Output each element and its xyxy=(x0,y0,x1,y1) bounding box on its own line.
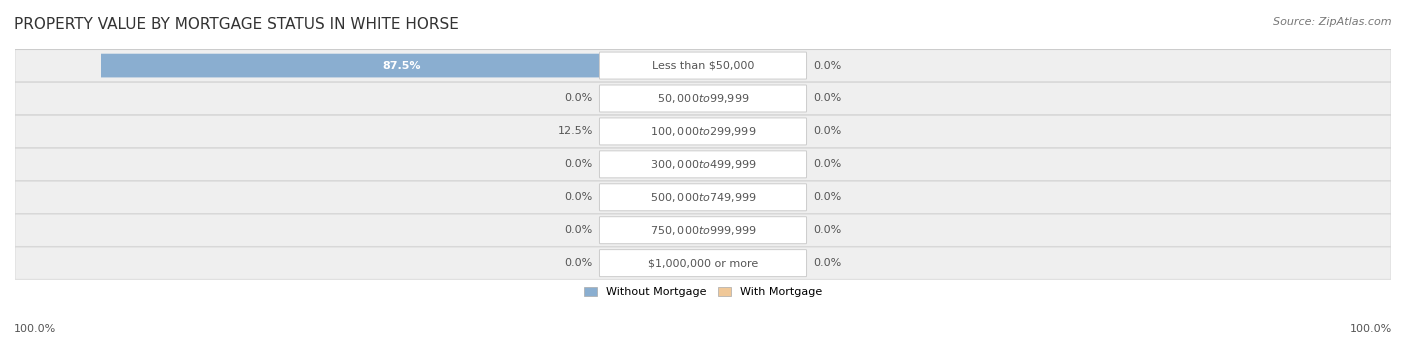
FancyBboxPatch shape xyxy=(101,54,703,77)
Text: 0.0%: 0.0% xyxy=(813,159,841,169)
FancyBboxPatch shape xyxy=(599,151,807,178)
Text: 0.0%: 0.0% xyxy=(813,61,841,71)
FancyBboxPatch shape xyxy=(15,83,1391,115)
Text: 0.0%: 0.0% xyxy=(813,258,841,268)
FancyBboxPatch shape xyxy=(15,49,1391,82)
Text: $500,000 to $749,999: $500,000 to $749,999 xyxy=(650,191,756,204)
Text: 0.0%: 0.0% xyxy=(565,159,593,169)
FancyBboxPatch shape xyxy=(15,214,1391,246)
FancyBboxPatch shape xyxy=(599,184,807,211)
FancyBboxPatch shape xyxy=(15,115,1391,148)
FancyBboxPatch shape xyxy=(15,148,1391,180)
Text: Less than $50,000: Less than $50,000 xyxy=(652,61,754,71)
Legend: Without Mortgage, With Mortgage: Without Mortgage, With Mortgage xyxy=(579,283,827,302)
FancyBboxPatch shape xyxy=(599,85,807,112)
FancyBboxPatch shape xyxy=(599,52,807,79)
Text: 0.0%: 0.0% xyxy=(565,93,593,103)
Text: 87.5%: 87.5% xyxy=(382,61,422,71)
Text: 0.0%: 0.0% xyxy=(813,93,841,103)
Text: 0.0%: 0.0% xyxy=(565,192,593,202)
FancyBboxPatch shape xyxy=(617,120,703,143)
Text: $100,000 to $299,999: $100,000 to $299,999 xyxy=(650,125,756,138)
Text: 0.0%: 0.0% xyxy=(813,225,841,235)
Text: $1,000,000 or more: $1,000,000 or more xyxy=(648,258,758,268)
Text: PROPERTY VALUE BY MORTGAGE STATUS IN WHITE HORSE: PROPERTY VALUE BY MORTGAGE STATUS IN WHI… xyxy=(14,17,458,32)
FancyBboxPatch shape xyxy=(15,181,1391,213)
Text: $750,000 to $999,999: $750,000 to $999,999 xyxy=(650,224,756,237)
Text: Source: ZipAtlas.com: Source: ZipAtlas.com xyxy=(1274,17,1392,27)
FancyBboxPatch shape xyxy=(599,217,807,244)
Text: 100.0%: 100.0% xyxy=(14,324,56,334)
Text: 0.0%: 0.0% xyxy=(813,192,841,202)
Text: $50,000 to $99,999: $50,000 to $99,999 xyxy=(657,92,749,105)
Text: 0.0%: 0.0% xyxy=(813,127,841,136)
Text: 100.0%: 100.0% xyxy=(1350,324,1392,334)
FancyBboxPatch shape xyxy=(599,118,807,145)
FancyBboxPatch shape xyxy=(15,247,1391,279)
Text: 12.5%: 12.5% xyxy=(558,127,593,136)
Text: 0.0%: 0.0% xyxy=(565,225,593,235)
Text: $300,000 to $499,999: $300,000 to $499,999 xyxy=(650,158,756,171)
FancyBboxPatch shape xyxy=(599,250,807,277)
Text: 0.0%: 0.0% xyxy=(565,258,593,268)
